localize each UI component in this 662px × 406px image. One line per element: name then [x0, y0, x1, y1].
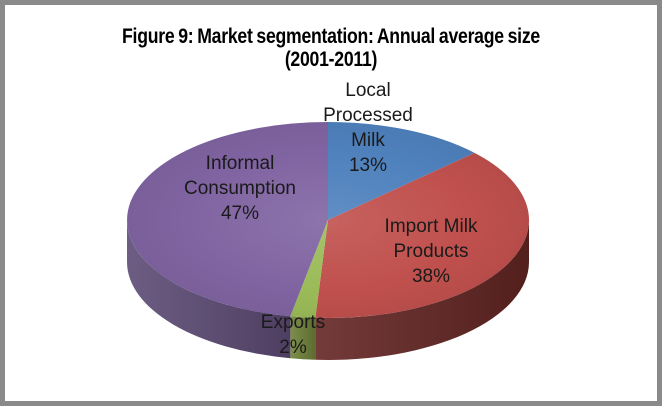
label-import-milk-products: Import Milk Products 38% [385, 214, 478, 289]
informal-consumption-slice-side [127, 220, 291, 359]
label-line: Import Milk [384, 216, 478, 237]
import-milk-products-slice-top [315, 152, 530, 319]
label-line: Local [345, 80, 391, 101]
label-line: Milk [351, 130, 385, 151]
label-percent: 2% [279, 337, 307, 358]
informal-consumption-slice-top [127, 122, 328, 317]
label-local-processed-milk: Local Processed Milk 13% [323, 78, 413, 178]
chart-title: Figure 9: Market segmentation: Annual av… [53, 25, 609, 71]
exports-slice-side [290, 316, 316, 360]
label-percent: 13% [348, 155, 388, 176]
local-processed-milk-slice-top [328, 122, 475, 220]
chart-title-line2: (2001-2011) [284, 48, 378, 71]
label-line: Informal [205, 153, 275, 174]
import-milk-products-slice-side [315, 220, 529, 361]
label-line: Exports [260, 312, 326, 333]
label-line: Products [393, 241, 469, 262]
chart-title-line1: Figure 9: Market segmentation: Annual av… [122, 25, 540, 48]
label-exports: Exports 2% [261, 310, 325, 360]
exports-slice-top [290, 220, 328, 318]
label-line: Processed [323, 105, 413, 126]
label-informal-consumption: Informal Consumption 47% [184, 151, 296, 226]
label-line: Consumption [184, 178, 296, 199]
label-percent: 38% [411, 266, 451, 287]
label-percent: 47% [220, 203, 260, 224]
